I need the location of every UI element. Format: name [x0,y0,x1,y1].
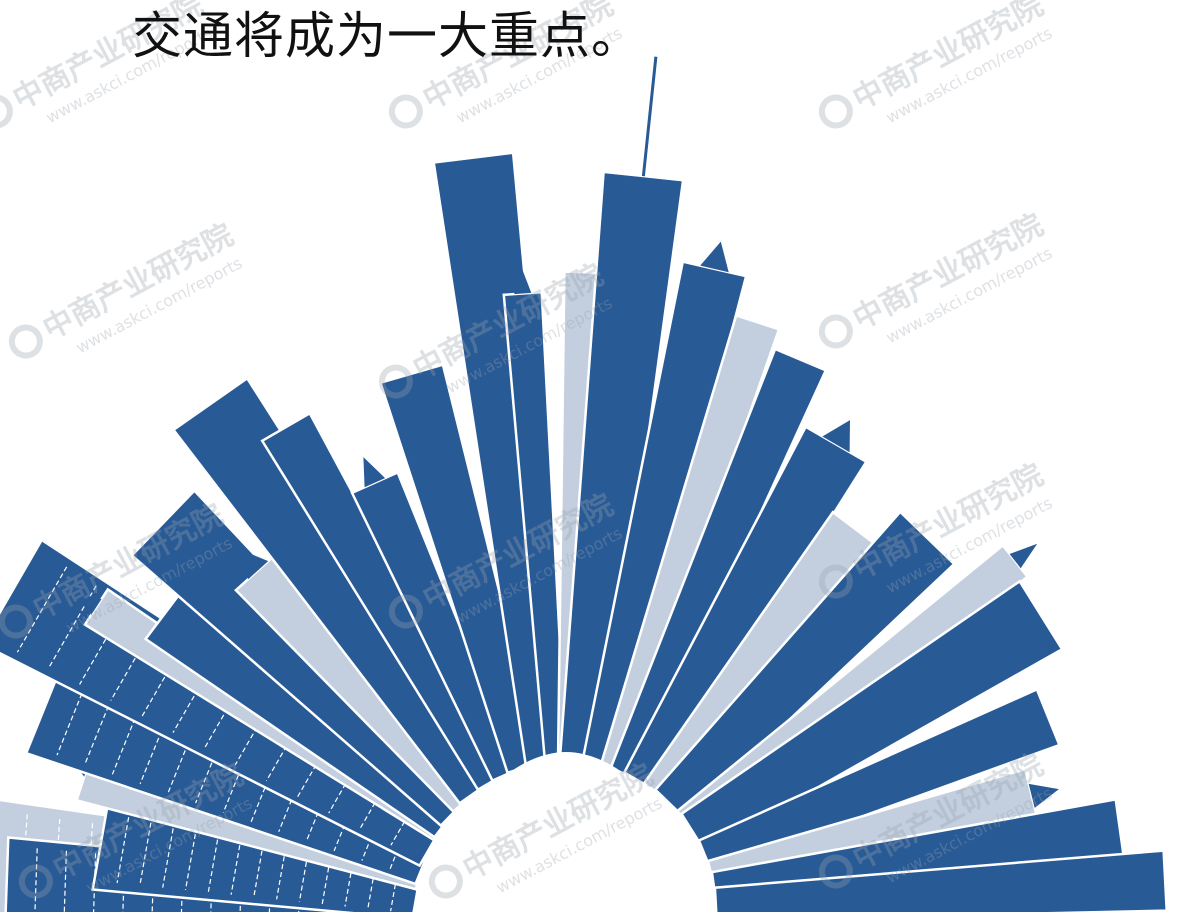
building-window-row [56,670,92,756]
skyline-rooftop [1028,783,1059,808]
building-window-row [162,796,180,888]
building-window-row [141,642,186,717]
building-window-row [79,604,127,685]
skyline-rooftop [822,420,850,453]
building-window-row [230,813,246,895]
building-window-row [85,823,94,912]
heading-text: 交通将成为一大重点。 [132,7,642,65]
skyline-rooftop [514,265,532,295]
skyline-building [350,470,520,783]
skyline-building [713,849,1169,912]
building-window-row [184,802,202,891]
skyline-rooftop [700,241,729,273]
building-window-row [203,679,245,750]
building-window-row [110,623,156,701]
building-window-row [122,855,126,912]
building-window-row [172,661,215,733]
building-window-row [16,566,68,653]
building-window-row [253,819,269,898]
skyline-rooftop [1009,543,1038,569]
skyline-rooftop [239,549,269,580]
building-window-row [167,720,198,794]
skyline-rooftop [363,457,386,488]
building-window-row [111,695,145,775]
antenna-spire [641,56,658,177]
building-window-row [207,807,224,893]
skyline-building [653,510,957,821]
building-window-row [63,850,67,912]
building-window-row [139,708,172,785]
skyline-building [679,579,1064,853]
building-window-row [84,683,119,765]
skyline-building [697,687,1062,873]
center-dome [440,752,692,912]
building-window-row [92,853,97,912]
skyline-rooftop [72,591,102,615]
